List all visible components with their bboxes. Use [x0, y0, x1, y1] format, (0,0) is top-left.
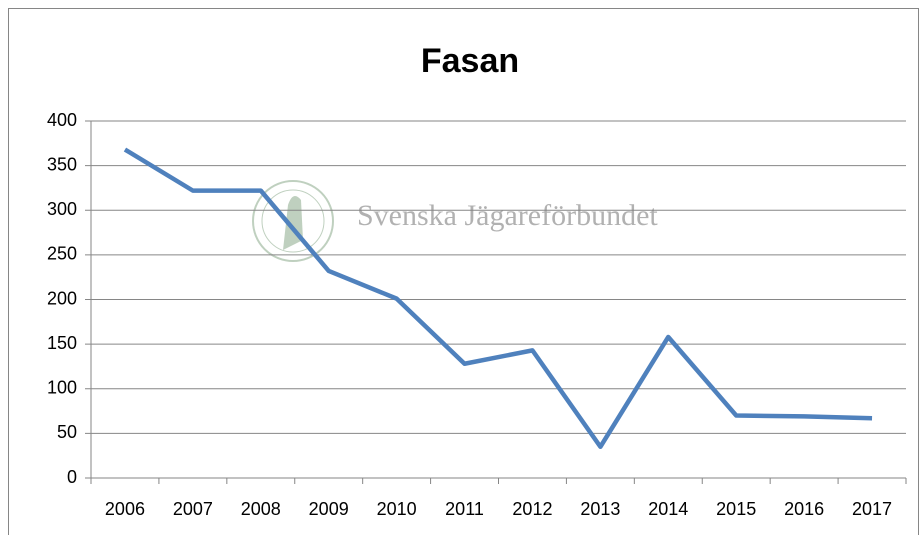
x-tick-label: 2014 — [648, 499, 688, 519]
watermark-text: Svenska Jägareförbundet — [357, 199, 658, 232]
x-tick-label: 2015 — [716, 499, 756, 519]
y-tick-label: 350 — [47, 154, 77, 174]
y-tick-label: 300 — [47, 199, 77, 219]
x-tick-label: 2007 — [173, 499, 213, 519]
data-line — [123, 147, 873, 450]
y-tick-label: 50 — [57, 422, 77, 442]
x-tick-label: 2006 — [105, 499, 145, 519]
x-tick-label: 2017 — [852, 499, 892, 519]
x-tick-label: 2011 — [445, 499, 484, 519]
x-tick-label: 2016 — [784, 499, 824, 519]
y-tick-label: 100 — [47, 378, 77, 398]
x-tick-label: 2013 — [580, 499, 620, 519]
y-tick-label: 0 — [67, 467, 77, 487]
x-tick-label: 2010 — [377, 499, 417, 519]
y-tick-label: 200 — [47, 288, 77, 308]
y-tick-label: 150 — [47, 333, 77, 353]
y-tick-label: 400 — [47, 110, 77, 130]
x-tick-label: 2012 — [512, 499, 552, 519]
x-tick-label: 2008 — [241, 499, 281, 519]
y-tick-label: 250 — [47, 244, 77, 264]
x-tick-label: 2009 — [309, 499, 349, 519]
chart-title: Fasan — [421, 42, 519, 80]
chart-border — [8, 8, 919, 535]
